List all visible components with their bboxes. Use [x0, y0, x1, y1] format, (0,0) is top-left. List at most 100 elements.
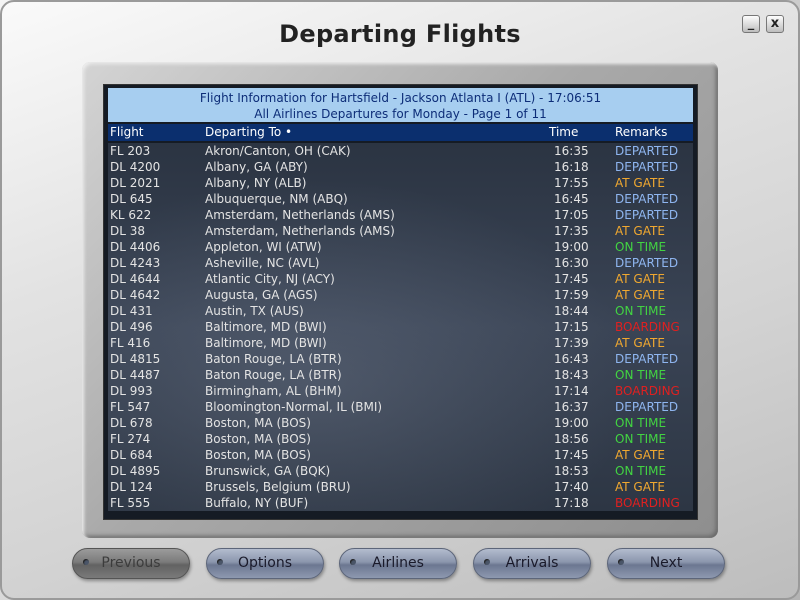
row-time: 17:55 — [554, 176, 589, 190]
row-remarks: BOARDING — [615, 384, 680, 398]
row-remarks: ON TIME — [615, 304, 667, 318]
row-destination: Amsterdam, Netherlands (AMS) — [205, 208, 395, 222]
flight-row: DL 4644 Atlantic City, NJ (ACY) 17:45 AT GA… — [108, 271, 693, 287]
arrivals-button[interactable]: Arrivals — [473, 548, 591, 579]
row-time: 19:00 — [554, 416, 589, 430]
row-flight-number: DL 124 — [110, 480, 153, 494]
column-header-time[interactable]: Time — [549, 125, 579, 139]
row-destination: Albany, NY (ALB) — [205, 176, 307, 190]
flight-row: DL 645 Albuquerque, NM (ABQ) 16:45 DEPARTED — [108, 191, 693, 207]
airlines-button-label: Airlines — [372, 555, 424, 571]
row-remarks: AT GATE — [615, 336, 665, 350]
row-destination: Baltimore, MD (BWI) — [205, 320, 327, 334]
row-destination: Albuquerque, NM (ABQ) — [205, 192, 348, 206]
flight-list: FL 203 Akron/Canton, OH (CAK) 16:35 DEPARTE… — [108, 143, 693, 511]
row-time: 17:14 — [554, 384, 589, 398]
minimize-button[interactable]: _ — [742, 15, 760, 33]
row-flight-number: DL 2021 — [110, 176, 161, 190]
row-flight-number: DL 4487 — [110, 368, 161, 382]
options-button-label: Options — [237, 555, 293, 571]
row-time: 17:18 — [554, 496, 589, 510]
row-remarks: BOARDING — [615, 320, 680, 334]
row-time: 16:43 — [554, 352, 589, 366]
row-flight-number: DL 993 — [110, 384, 153, 398]
row-flight-number: DL 4815 — [110, 352, 161, 366]
column-header-row: Flight Departing To • Time Remarks — [108, 124, 693, 141]
button-dot-icon — [484, 559, 490, 565]
row-flight-number: DL 4642 — [110, 288, 161, 302]
row-remarks: ON TIME — [615, 432, 667, 446]
close-button[interactable]: x — [766, 15, 784, 33]
options-button[interactable]: Options — [206, 548, 324, 579]
row-flight-number: DL 645 — [110, 192, 153, 206]
row-flight-number: DL 496 — [110, 320, 153, 334]
flight-row: DL 993 Birmingham, AL (BHM) 17:14 BOARDING — [108, 383, 693, 399]
airlines-button[interactable]: Airlines — [339, 548, 457, 579]
row-time: 17:45 — [554, 448, 589, 462]
row-flight-number: DL 38 — [110, 224, 146, 238]
row-destination: Bloomington-Normal, IL (BMI) — [205, 400, 383, 414]
previous-button[interactable]: Previous — [72, 548, 190, 579]
row-flight-number: FL 416 — [110, 336, 151, 350]
row-destination: Buffalo, NY (BUF) — [205, 496, 309, 510]
row-time: 17:40 — [554, 480, 589, 494]
row-destination: Austin, TX (AUS) — [205, 304, 304, 318]
flight-row: DL 684 Boston, MA (BOS) 17:45 AT GATE — [108, 447, 693, 463]
row-time: 17:59 — [554, 288, 589, 302]
row-remarks: DEPARTED — [615, 400, 679, 414]
row-time: 17:39 — [554, 336, 589, 350]
window-title: Departing Flights — [279, 20, 521, 48]
next-button[interactable]: Next — [607, 548, 725, 579]
flight-row: DL 4200 Albany, GA (ABY) 16:18 DEPARTED — [108, 159, 693, 175]
button-dot-icon — [217, 559, 223, 565]
column-header-destination[interactable]: Departing To • — [205, 125, 293, 139]
row-time: 17:45 — [554, 272, 589, 286]
row-flight-number: DL 684 — [110, 448, 153, 462]
row-remarks: AT GATE — [615, 288, 665, 302]
row-time: 18:53 — [554, 464, 589, 478]
row-flight-number: FL 547 — [110, 400, 151, 414]
row-destination: Baltimore, MD (BWI) — [205, 336, 327, 350]
flight-row: DL 124 Brussels, Belgium (BRU) 17:40 AT GAT… — [108, 479, 693, 495]
row-remarks: DEPARTED — [615, 208, 679, 222]
row-flight-number: DL 4200 — [110, 160, 161, 174]
column-header-remarks[interactable]: Remarks — [615, 125, 668, 139]
row-remarks: DEPARTED — [615, 144, 679, 158]
row-flight-number: DL 4644 — [110, 272, 161, 286]
flight-row: FL 547 Bloomington-Normal, IL (BMI) 16:37 D… — [108, 399, 693, 415]
row-destination: Appleton, WI (ATW) — [205, 240, 322, 254]
flight-row: DL 4815 Baton Rouge, LA (BTR) 16:43 DEPARTE… — [108, 351, 693, 367]
row-remarks: DEPARTED — [615, 160, 679, 174]
row-destination: Birmingham, AL (BHM) — [205, 384, 342, 398]
row-remarks: ON TIME — [615, 416, 667, 430]
row-remarks: ON TIME — [615, 240, 667, 254]
arrivals-button-label: Arrivals — [505, 555, 559, 571]
flight-row: FL 274 Boston, MA (BOS) 18:56 ON TIME — [108, 431, 693, 447]
flight-row: DL 2021 Albany, NY (ALB) 17:55 AT GATE — [108, 175, 693, 191]
row-time: 17:35 — [554, 224, 589, 238]
row-destination: Amsterdam, Netherlands (AMS) — [205, 224, 395, 238]
flight-row: DL 4487 Baton Rouge, LA (BTR) 18:43 ON TIME — [108, 367, 693, 383]
button-dot-icon — [350, 559, 356, 565]
row-destination: Boston, MA (BOS) — [205, 416, 311, 430]
row-remarks: AT GATE — [615, 272, 665, 286]
row-flight-number: DL 431 — [110, 304, 153, 318]
row-flight-number: DL 678 — [110, 416, 153, 430]
row-remarks: ON TIME — [615, 368, 667, 382]
row-time: 16:45 — [554, 192, 589, 206]
row-time: 16:35 — [554, 144, 589, 158]
flight-row: DL 4243 Asheville, NC (AVL) 16:30 DEPARTED — [108, 255, 693, 271]
row-destination: Baton Rouge, LA (BTR) — [205, 368, 342, 382]
row-destination: Albany, GA (ABY) — [205, 160, 308, 174]
button-dot-icon — [618, 559, 624, 565]
row-destination: Atlantic City, NJ (ACY) — [205, 272, 335, 286]
button-dot-icon — [83, 559, 89, 565]
row-remarks: ON TIME — [615, 464, 667, 478]
row-flight-number: FL 555 — [110, 496, 151, 510]
row-flight-number: DL 4243 — [110, 256, 161, 270]
column-header-flight[interactable]: Flight — [110, 125, 144, 139]
next-button-label: Next — [649, 555, 683, 571]
row-time: 17:15 — [554, 320, 589, 334]
row-time: 18:56 — [554, 432, 589, 446]
row-flight-number: FL 203 — [110, 144, 151, 158]
